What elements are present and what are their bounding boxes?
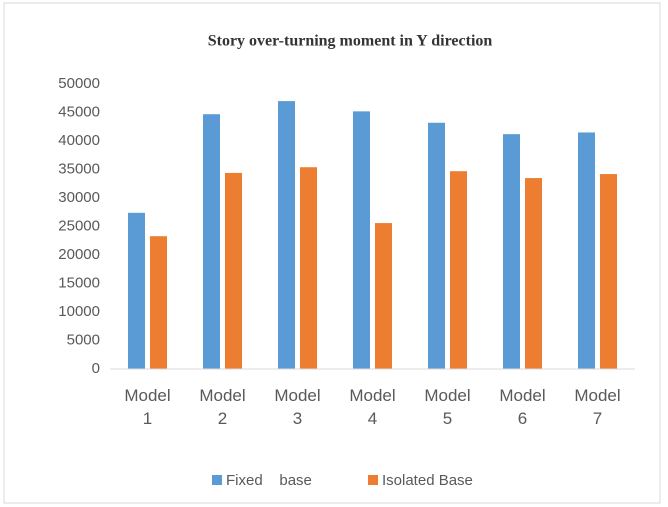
x-tick-label: Model 4 bbox=[349, 386, 395, 428]
y-tick-label: 40000 bbox=[58, 132, 100, 149]
x-tick-label: Model 1 bbox=[124, 386, 170, 428]
x-tick-label: Model 5 bbox=[424, 386, 470, 428]
chart-title: Story over-turning moment in Y direction bbox=[208, 33, 493, 50]
bar bbox=[300, 167, 317, 369]
y-tick-label: 0 bbox=[92, 360, 100, 377]
bar bbox=[128, 212, 145, 369]
bar bbox=[450, 171, 467, 369]
bar bbox=[600, 174, 617, 369]
bar bbox=[578, 132, 595, 369]
y-tick-label: 35000 bbox=[58, 160, 100, 177]
bar bbox=[203, 114, 220, 370]
x-tick-label: Model 6 bbox=[499, 386, 545, 428]
x-tick-label: Model 7 bbox=[574, 386, 620, 428]
y-tick-label: 30000 bbox=[58, 189, 100, 206]
y-tick-label: 10000 bbox=[58, 303, 100, 320]
y-tick-label: 50000 bbox=[58, 75, 100, 92]
bar bbox=[525, 178, 542, 369]
legend-swatch bbox=[368, 475, 378, 485]
x-tick-label: Model 2 bbox=[199, 386, 245, 428]
bar bbox=[503, 134, 520, 369]
legend-label: Isolated Base bbox=[382, 472, 473, 489]
bar bbox=[353, 111, 370, 370]
bar bbox=[375, 223, 392, 369]
y-tick-label: 20000 bbox=[58, 246, 100, 263]
bar bbox=[428, 122, 445, 369]
x-tick-label: Model 3 bbox=[274, 386, 320, 428]
legend-swatch bbox=[212, 475, 222, 485]
bar bbox=[225, 172, 242, 369]
bar bbox=[150, 236, 167, 369]
chart-frame bbox=[3, 2, 661, 504]
y-tick-label: 15000 bbox=[58, 274, 100, 291]
bar bbox=[278, 101, 295, 369]
legend-label: Fixed base bbox=[226, 472, 312, 489]
y-tick-label: 45000 bbox=[58, 103, 100, 120]
y-tick-label: 25000 bbox=[58, 217, 100, 234]
y-tick-label: 5000 bbox=[67, 331, 100, 348]
